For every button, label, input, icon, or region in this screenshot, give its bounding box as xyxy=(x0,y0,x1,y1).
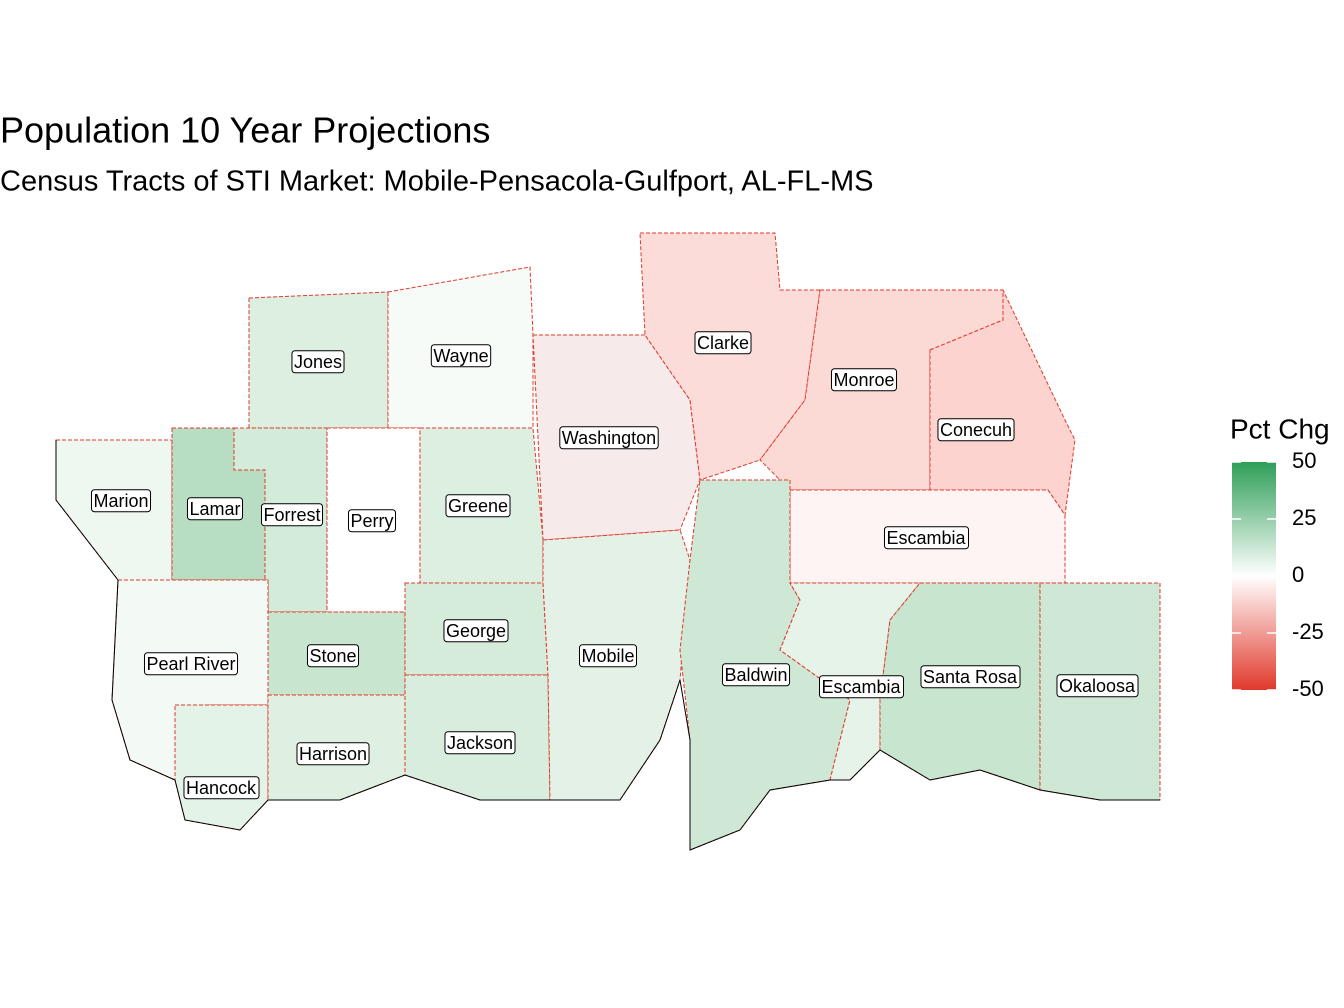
county-label: Escambia xyxy=(818,675,905,699)
county-label: Marion xyxy=(90,489,152,513)
county-label: Baldwin xyxy=(721,663,791,687)
county-name: Jones xyxy=(294,352,342,372)
legend-tick-label: -50 xyxy=(1292,676,1324,701)
county-name: Conecuh xyxy=(940,420,1012,440)
county-area xyxy=(174,704,269,831)
label-box xyxy=(291,350,345,374)
county-label: Jackson xyxy=(444,731,516,755)
legend-tick-label: 25 xyxy=(1292,505,1316,530)
coastline xyxy=(55,440,1160,851)
label-box xyxy=(1056,674,1139,698)
label-box xyxy=(296,742,370,766)
county-label: Conecuh xyxy=(937,418,1015,442)
map: Jones Wayne Marion Lamar Forrest Perry Greene P… xyxy=(55,232,1161,851)
label-box xyxy=(818,675,905,699)
label-box xyxy=(830,368,898,392)
label-box xyxy=(694,331,752,355)
county-label: Perry xyxy=(347,509,397,533)
label-box xyxy=(920,665,1021,689)
label-box xyxy=(186,497,244,521)
county-label: George xyxy=(443,619,509,643)
county-name: Clarke xyxy=(697,333,749,353)
label-box xyxy=(937,418,1015,442)
legend-tick-label: 0 xyxy=(1292,562,1304,587)
county-name: Washington xyxy=(562,428,656,448)
county-name: Pearl River xyxy=(146,654,235,674)
county-label: Santa Rosa xyxy=(920,665,1021,689)
county-name: Stone xyxy=(309,646,356,666)
county-label: Monroe xyxy=(830,368,898,392)
legend-tick-label: -25 xyxy=(1292,619,1324,644)
label-box xyxy=(578,644,638,668)
county-label: Greene xyxy=(445,494,511,518)
label-box xyxy=(559,426,659,450)
county-name: Marion xyxy=(93,491,148,511)
label-box xyxy=(143,652,239,676)
legend-tick-label: 50 xyxy=(1292,448,1316,473)
county-name: Monroe xyxy=(833,370,894,390)
county-label: Escambia xyxy=(883,526,970,550)
county-name: George xyxy=(446,621,506,641)
county-label: Mobile xyxy=(578,644,638,668)
county-label: Forrest xyxy=(260,503,324,527)
county-name: Forrest xyxy=(263,505,320,525)
label-box xyxy=(721,663,791,687)
county-label: Stone xyxy=(306,644,360,668)
county-name: Santa Rosa xyxy=(923,667,1018,687)
county-name: Hancock xyxy=(186,778,257,798)
label-box xyxy=(444,731,516,755)
county-name: Wayne xyxy=(433,346,488,366)
label-box xyxy=(347,509,397,533)
county-name: Jackson xyxy=(447,733,513,753)
label-box xyxy=(90,489,152,513)
label-box xyxy=(445,494,511,518)
title: Population 10 Year Projections xyxy=(0,110,490,151)
label-box xyxy=(443,619,509,643)
county-label: Hancock xyxy=(183,776,260,800)
legend-ticks: 50 25 0 -25 -50 xyxy=(1232,448,1324,701)
county-name: Escambia xyxy=(886,528,966,548)
county-label: Clarke xyxy=(694,331,752,355)
label-box xyxy=(430,344,492,368)
county-name: Escambia xyxy=(821,677,901,697)
county-name: Perry xyxy=(350,511,393,531)
county-label: Okaloosa xyxy=(1056,674,1139,698)
label-box xyxy=(183,776,260,800)
label-box xyxy=(306,644,360,668)
subtitle: Census Tracts of STI Market: Mobile-Pens… xyxy=(0,166,874,198)
label-box xyxy=(883,526,970,550)
county-name: Lamar xyxy=(189,499,240,519)
county-label: Washington xyxy=(559,426,659,450)
county-name: Greene xyxy=(448,496,508,516)
county-name: Mobile xyxy=(581,646,634,666)
county-label: Harrison xyxy=(296,742,370,766)
county-label: Wayne xyxy=(430,344,492,368)
county-name: Baldwin xyxy=(724,665,787,685)
county-label: Lamar xyxy=(186,497,244,521)
legend-title: Pct Chg xyxy=(1230,413,1330,444)
county-label: Jones xyxy=(291,350,345,374)
county-name: Harrison xyxy=(299,744,367,764)
label-box xyxy=(260,503,324,527)
county-name: Okaloosa xyxy=(1059,676,1136,696)
county-label: Pearl River xyxy=(143,652,239,676)
